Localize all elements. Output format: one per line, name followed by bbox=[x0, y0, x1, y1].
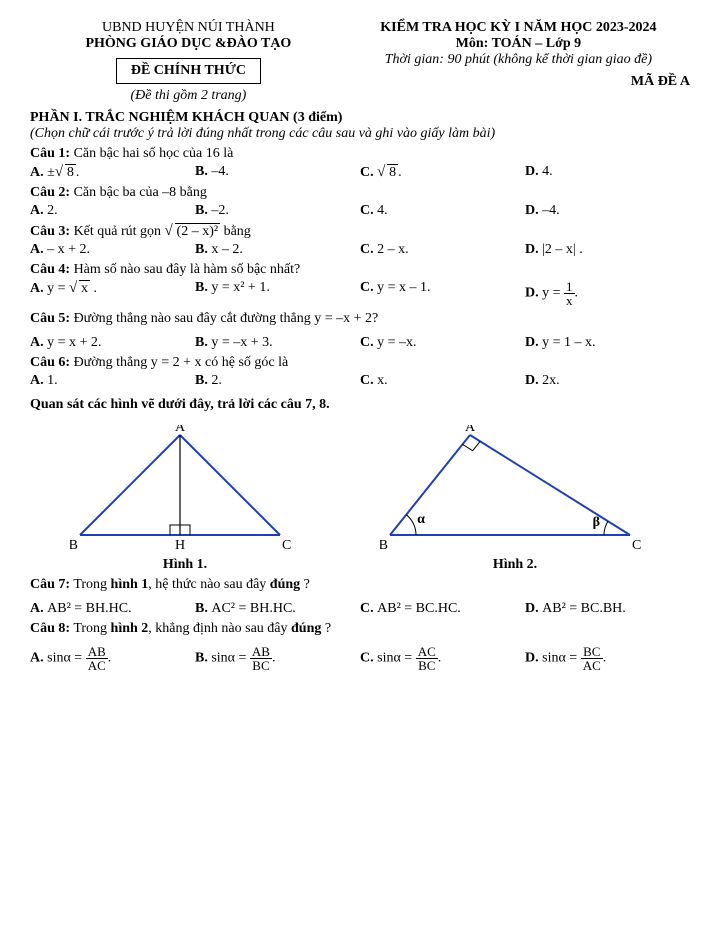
q3-opt-b: B. x – 2. bbox=[195, 242, 360, 258]
figure-2: A B Cα β Hình 2. bbox=[380, 425, 650, 573]
q8-opt-d: D. sinα = BCAC. bbox=[525, 645, 690, 672]
q1-text: Căn bậc hai số học của 16 là bbox=[74, 146, 234, 161]
part1-title: PHẦN I. TRẮC NGHIỆM KHÁCH QUAN (3 điểm) bbox=[30, 110, 690, 126]
question-1: Câu 1: Căn bậc hai số học của 16 là bbox=[30, 146, 690, 162]
question-8: Câu 8: Trong hình 2, khẳng định nào sau … bbox=[30, 621, 690, 637]
q6-opt-b: B. 2. bbox=[195, 373, 360, 389]
q6-text: Đường thẳng y = 2 + x có hệ số góc là bbox=[74, 355, 289, 370]
svg-text:H: H bbox=[175, 538, 185, 553]
q5-opt-b: B. y = –x + 3. bbox=[195, 335, 360, 351]
q1-label: Câu 1: bbox=[30, 146, 70, 161]
pages-note: (Đề thi gồm 2 trang) bbox=[30, 88, 347, 104]
q5-text: Đường thẳng nào sau đây cắt đường thẳng … bbox=[74, 311, 379, 326]
question-4: Câu 4: Hàm số nào sau đây là hàm số bậc … bbox=[30, 262, 690, 278]
svg-text:B: B bbox=[380, 538, 388, 553]
observe-note: Quan sát các hình vẽ dưới đây, trả lời c… bbox=[30, 397, 690, 413]
q3-opt-c: C. 2 – x. bbox=[360, 242, 525, 258]
q6-opt-d: D. 2x. bbox=[525, 373, 690, 389]
q2-options: A. 2. B. –2. C. 4. D. –4. bbox=[30, 203, 690, 219]
svg-text:A: A bbox=[465, 425, 476, 435]
duration-line: Thời gian: 90 phút (không kể thời gian g… bbox=[347, 52, 690, 68]
q2-opt-b: B. –2. bbox=[195, 203, 360, 219]
q4-opt-b: B. y = x² + 1. bbox=[195, 280, 360, 307]
header-left: UBND HUYỆN NÚI THÀNH PHÒNG GIÁO DỤC &ĐÀO… bbox=[30, 20, 347, 104]
q7-label: Câu 7: bbox=[30, 577, 70, 592]
q7-options: A. AB² = BH.HC. B. AC² = BH.HC. C. AB² =… bbox=[30, 601, 690, 617]
q5-opt-c: C. y = –x. bbox=[360, 335, 525, 351]
figure-1: A B C H Hình 1. bbox=[70, 425, 300, 573]
q3-text-before: Kết quả rút gọn bbox=[74, 224, 165, 239]
q8-label: Câu 8: bbox=[30, 621, 70, 636]
svg-text:β: β bbox=[593, 515, 600, 530]
figure-2-caption: Hình 2. bbox=[380, 557, 650, 573]
exam-title: KIỂM TRA HỌC KỲ I NĂM HỌC 2023-2024 bbox=[347, 20, 690, 36]
q3-opt-d: D. |2 – x| . bbox=[525, 242, 690, 258]
q3-opt-a: A. – x + 2. bbox=[30, 242, 195, 258]
q6-opt-a: A. 1. bbox=[30, 373, 195, 389]
q4-label: Câu 4: bbox=[30, 262, 70, 277]
q4-opt-a: A. y = x . bbox=[30, 280, 195, 307]
q2-text: Căn bậc ba của –8 bằng bbox=[74, 185, 207, 200]
q8-options: A. sinα = ABAC. B. sinα = ABBC. C. sinα … bbox=[30, 645, 690, 672]
svg-text:C: C bbox=[632, 538, 641, 553]
q5-opt-d: D. y = 1 – x. bbox=[525, 335, 690, 351]
figures-row: A B C H Hình 1. A B Cα β Hình 2. bbox=[30, 425, 690, 573]
header-right: KIỂM TRA HỌC KỲ I NĂM HỌC 2023-2024 Môn:… bbox=[347, 20, 690, 104]
triangle-1-svg: A B C H bbox=[70, 425, 300, 555]
org-line-2: PHÒNG GIÁO DỤC &ĐÀO TẠO bbox=[30, 36, 347, 52]
q3-label: Câu 3: bbox=[30, 224, 70, 239]
q3-text-after: bằng bbox=[224, 224, 251, 239]
question-6: Câu 6: Đường thẳng y = 2 + x có hệ số gó… bbox=[30, 355, 690, 371]
q5-label: Câu 5: bbox=[30, 311, 70, 326]
q4-opt-c: C. y = x – 1. bbox=[360, 280, 525, 307]
q1-opt-d: D. 4. bbox=[525, 164, 690, 181]
question-3: Câu 3: Kết quả rút gọn (2 – x)² bằng bbox=[30, 223, 690, 240]
triangle-2-svg: A B Cα β bbox=[380, 425, 650, 555]
q4-opt-d: D. y = 1x. bbox=[525, 280, 690, 307]
q1-options: A. ±8. B. –4. C. 8. D. 4. bbox=[30, 164, 690, 181]
q6-opt-c: C. x. bbox=[360, 373, 525, 389]
q7-opt-d: D. AB² = BC.BH. bbox=[525, 601, 690, 617]
q3-options: A. – x + 2. B. x – 2. C. 2 – x. D. |2 – … bbox=[30, 242, 690, 258]
question-2: Câu 2: Căn bậc ba của –8 bằng bbox=[30, 185, 690, 201]
q4-options: A. y = x . B. y = x² + 1. C. y = x – 1. … bbox=[30, 280, 690, 307]
q7-opt-a: A. AB² = BH.HC. bbox=[30, 601, 195, 617]
svg-text:B: B bbox=[70, 538, 78, 553]
q4-text: Hàm số nào sau đây là hàm số bậc nhất? bbox=[74, 262, 301, 277]
q1-opt-b: B. –4. bbox=[195, 164, 360, 181]
q8-opt-c: C. sinα = ACBC. bbox=[360, 645, 525, 672]
q6-options: A. 1. B. 2. C. x. D. 2x. bbox=[30, 373, 690, 389]
q5-opt-a: A. y = x + 2. bbox=[30, 335, 195, 351]
official-box: ĐỀ CHÍNH THỨC bbox=[116, 58, 261, 84]
figure-1-caption: Hình 1. bbox=[70, 557, 300, 573]
doc-header: UBND HUYỆN NÚI THÀNH PHÒNG GIÁO DỤC &ĐÀO… bbox=[30, 20, 690, 104]
svg-text:α: α bbox=[417, 512, 425, 527]
q2-label: Câu 2: bbox=[30, 185, 70, 200]
exam-code: MÃ ĐỀ A bbox=[347, 74, 690, 90]
svg-text:C: C bbox=[282, 538, 291, 553]
part1-instruction: (Chọn chữ cái trước ý trả lời đúng nhất … bbox=[30, 126, 690, 142]
q1-opt-a: A. ±8. bbox=[30, 164, 195, 181]
q3-radical: (2 – x)² bbox=[165, 223, 221, 240]
q7-opt-c: C. AB² = BC.HC. bbox=[360, 601, 525, 617]
subject-line: Môn: TOÁN – Lớp 9 bbox=[347, 36, 690, 52]
q2-opt-a: A. 2. bbox=[30, 203, 195, 219]
q5-options: A. y = x + 2. B. y = –x + 3. C. y = –x. … bbox=[30, 335, 690, 351]
q7-opt-b: B. AC² = BH.HC. bbox=[195, 601, 360, 617]
q8-opt-a: A. sinα = ABAC. bbox=[30, 645, 195, 672]
q1-opt-c: C. 8. bbox=[360, 164, 525, 181]
svg-text:A: A bbox=[175, 425, 186, 435]
question-7: Câu 7: Trong hình 1, hệ thức nào sau đây… bbox=[30, 577, 690, 593]
org-line-1: UBND HUYỆN NÚI THÀNH bbox=[30, 20, 347, 36]
q8-opt-b: B. sinα = ABBC. bbox=[195, 645, 360, 672]
question-5: Câu 5: Đường thẳng nào sau đây cắt đường… bbox=[30, 311, 690, 327]
q2-opt-c: C. 4. bbox=[360, 203, 525, 219]
q6-label: Câu 6: bbox=[30, 355, 70, 370]
q2-opt-d: D. –4. bbox=[525, 203, 690, 219]
